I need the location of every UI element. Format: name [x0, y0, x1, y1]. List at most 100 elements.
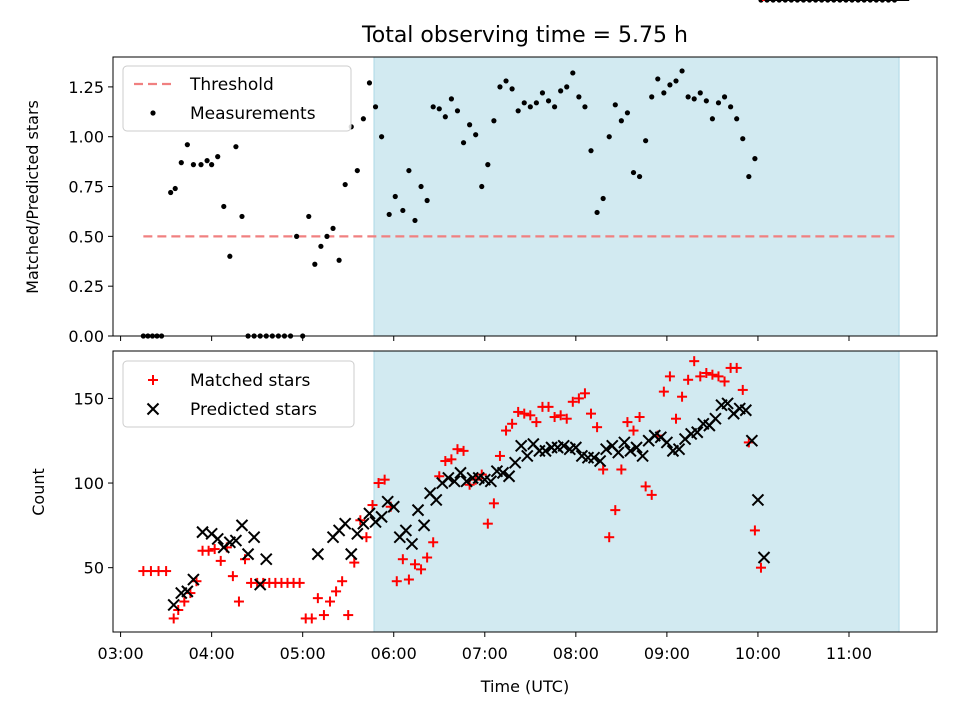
predicted-star-point — [241, 547, 255, 561]
measurement-point — [342, 181, 348, 188]
predicted-star-point — [454, 466, 467, 480]
measurement-point — [386, 211, 392, 218]
matched-star-point — [294, 577, 305, 588]
predicted-star-point — [745, 434, 759, 447]
matched-star-point — [397, 554, 408, 565]
matched-star-point — [446, 454, 457, 465]
measurement-point — [485, 162, 491, 168]
matched-star-point — [731, 362, 742, 373]
legend-predicted-marker — [146, 402, 160, 416]
matched-star-point — [737, 384, 748, 395]
matched-star-point — [573, 393, 584, 404]
measurement-point — [630, 169, 637, 176]
bottom-shaded-region — [373, 350, 900, 633]
predicted-star-point — [721, 397, 734, 410]
measurement-point — [558, 88, 564, 94]
top-legend: Threshold Measurements — [122, 65, 352, 132]
predicted-star-point — [247, 530, 261, 544]
matched-star-point — [161, 566, 172, 577]
predicted-star-point — [502, 470, 516, 483]
xtick-label: 10:00 — [735, 644, 781, 663]
measurement-point — [734, 116, 740, 122]
matched-star-point — [543, 401, 554, 412]
matched-star-point — [227, 571, 238, 582]
predicted-star-point — [235, 519, 249, 532]
xtick-label: 11:00 — [826, 644, 872, 663]
legend-measurements-label: Measurements — [190, 104, 316, 124]
legend-threshold-label: Threshold — [189, 75, 274, 95]
predicted-star-point — [442, 471, 455, 485]
predicted-star-point — [405, 537, 419, 551]
measurement-point — [204, 158, 210, 164]
matched-star-point — [616, 464, 627, 475]
xtick-label: 03:00 — [98, 644, 144, 663]
matched-star-point — [586, 408, 597, 419]
matched-star-point — [168, 613, 179, 624]
predicted-star-point — [508, 456, 522, 469]
measurement-point — [600, 195, 606, 202]
measurement-point — [709, 116, 716, 122]
predicted-star-point — [630, 441, 643, 454]
predicted-star-point — [417, 519, 431, 532]
matched-star-point — [361, 532, 372, 543]
measurement-point — [618, 118, 624, 124]
matched-star-point — [719, 376, 730, 387]
matched-star-point — [507, 418, 518, 429]
measurement-point — [424, 197, 430, 204]
measurement-point — [418, 183, 424, 190]
legend-matched-label: Matched stars — [190, 371, 310, 391]
measurement-point — [740, 136, 746, 142]
measurement-point — [473, 132, 479, 138]
matched-star-point — [592, 422, 603, 433]
matched-star-point — [707, 369, 718, 380]
measurement-point — [184, 142, 190, 148]
measurement-point — [509, 86, 515, 92]
measurement-point — [685, 94, 691, 100]
predicted-star-point — [260, 553, 273, 566]
matched-star-point — [755, 562, 766, 573]
measurement-point — [564, 84, 570, 90]
bottom-legend-box — [122, 360, 355, 428]
matched-star-point — [519, 408, 530, 419]
predicted-star-point — [167, 598, 180, 612]
matched-star-point — [349, 557, 360, 568]
matched-star-point — [634, 412, 645, 423]
predicted-star-point — [587, 451, 601, 464]
legend-measurements-swatch — [150, 110, 156, 116]
measurement-point — [594, 209, 600, 216]
matched-star-point — [367, 500, 378, 511]
matched-star-point — [501, 425, 512, 436]
predicted-star-point — [691, 426, 704, 439]
predicted-star-point — [709, 412, 722, 425]
measurement-point — [209, 162, 215, 168]
predicted-star-point — [496, 466, 510, 480]
predicted-star-point — [557, 439, 570, 453]
measurement-point — [392, 193, 398, 200]
matched-star-point — [622, 417, 633, 428]
measurement-point — [448, 96, 455, 102]
matched-star-point — [233, 596, 244, 607]
predicted-star-point — [375, 510, 388, 524]
measurement-point — [378, 134, 385, 140]
predicted-star-point — [624, 444, 637, 458]
matched-star-point — [203, 545, 214, 556]
matched-star-point — [428, 537, 439, 548]
predicted-star-point — [187, 573, 200, 586]
matched-star-point — [513, 406, 524, 417]
top-y-axis: 0.00 0.25 0.50 0.75 1.00 1.25 — [68, 78, 113, 346]
measurement-point — [679, 68, 685, 74]
matched-star-point — [646, 489, 657, 500]
top-ytick-label: 0.50 — [68, 227, 104, 246]
measurement-point — [306, 213, 312, 220]
measurement-point — [227, 253, 233, 259]
predicted-star-point — [751, 493, 765, 507]
predicted-star-point — [660, 436, 674, 449]
xtick-label: 06:00 — [371, 644, 417, 663]
matched-star-point — [549, 412, 560, 423]
measurement-point — [336, 257, 342, 263]
chart-title: Total observing time = 5.75 h — [361, 23, 688, 48]
predicted-star-point — [253, 578, 267, 591]
predicted-stars-points — [167, 0, 910, 612]
matched-star-point — [525, 410, 536, 421]
top-x-ticks — [120, 336, 850, 341]
